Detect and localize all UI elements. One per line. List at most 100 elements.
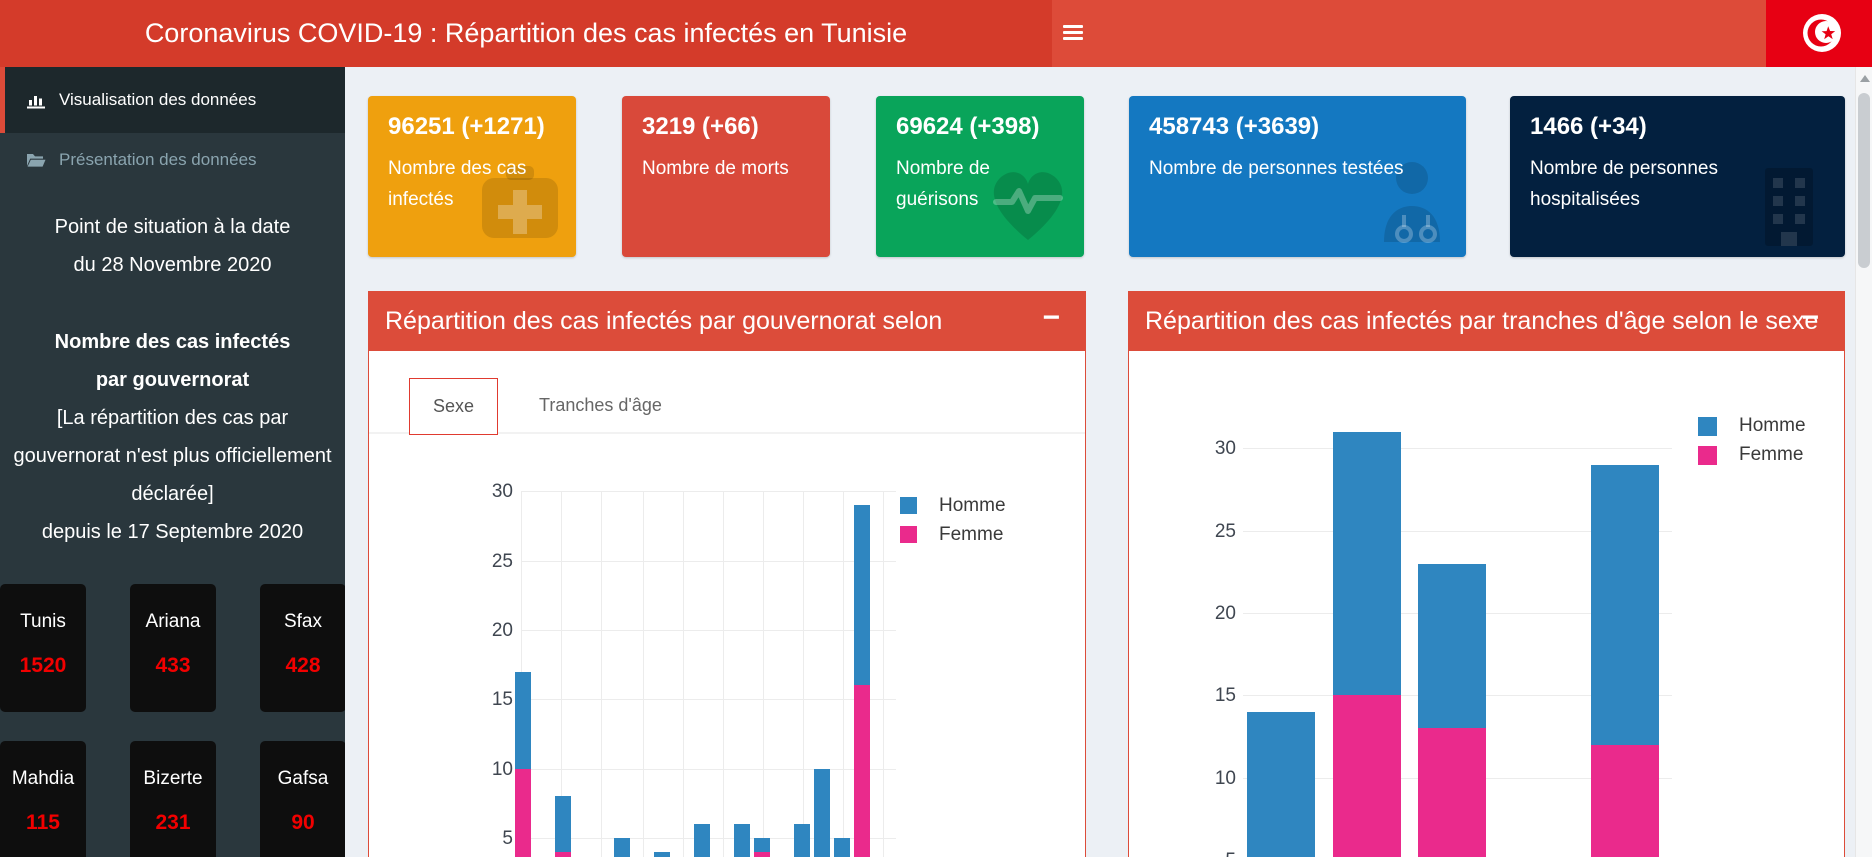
gridline-vertical bbox=[561, 492, 562, 857]
y-axis-tick-label: 10 bbox=[491, 759, 513, 780]
stat-card-4: 1466 (+34) Nombre de personnes hospitalis… bbox=[1510, 96, 1845, 257]
y-axis-tick-label: 25 bbox=[1214, 521, 1236, 542]
gridline-vertical bbox=[643, 492, 644, 857]
y-axis-tick-label: 25 bbox=[491, 551, 513, 572]
y-axis-tick-label: 10 bbox=[1214, 768, 1236, 789]
bar-homme bbox=[734, 824, 750, 857]
top-navbar: Coronavirus COVID-19 : Répartition des c… bbox=[0, 0, 1872, 67]
heartbeat-icon bbox=[978, 150, 1078, 255]
situation-date-heading: Point de situation à la date du 28 Novem… bbox=[54, 216, 291, 276]
stat-card-value: 458743 (+3639) bbox=[1149, 113, 1320, 140]
governorate-card-tunis: Tunis 1520 bbox=[0, 584, 86, 712]
bar-homme bbox=[1247, 711, 1315, 857]
sidebar-item-label: Visualisation des données bbox=[59, 90, 257, 109]
y-axis-tick-label: 15 bbox=[491, 689, 513, 710]
tunisia-flag-icon bbox=[1803, 14, 1841, 52]
bar-homme bbox=[794, 824, 810, 857]
legend-swatch-femme bbox=[900, 526, 917, 543]
gridline-vertical bbox=[843, 492, 844, 857]
bar-femme bbox=[754, 851, 770, 857]
gridline-vertical bbox=[763, 492, 764, 857]
scrollbar-thumb[interactable] bbox=[1858, 93, 1870, 268]
chart-cases-by-age: 30 25 20 15 10 5 Homme Femme bbox=[1128, 351, 1845, 857]
sidebar-item-visualisation[interactable]: Visualisation des données bbox=[0, 67, 345, 133]
stat-card-value: 96251 (+1271) bbox=[388, 113, 545, 140]
gridline-horizontal bbox=[521, 699, 896, 700]
governorate-name: Ariana bbox=[145, 611, 201, 632]
governorate-name: Tunis bbox=[20, 611, 66, 632]
gridline-vertical bbox=[803, 492, 804, 857]
scrollbar[interactable] bbox=[1855, 67, 1872, 857]
y-axis-tick-label: 15 bbox=[1214, 685, 1236, 706]
panel-header: Répartition des cas infectés par tranche… bbox=[1128, 291, 1845, 351]
stat-card-value: 1466 (+34) bbox=[1530, 113, 1647, 140]
bar-femme bbox=[555, 851, 571, 857]
governorate-name: Gafsa bbox=[277, 768, 329, 789]
governorate-name: Mahdia bbox=[11, 768, 75, 789]
collapse-button[interactable]: − bbox=[1042, 301, 1060, 334]
sidebar-item-presentation[interactable]: Présentation des données bbox=[0, 133, 345, 187]
stat-card-3: 458743 (+3639) Nombre de personnes testée… bbox=[1129, 96, 1466, 257]
gridline-vertical bbox=[883, 492, 884, 857]
bar-homme bbox=[814, 768, 830, 857]
gridline-vertical bbox=[723, 492, 724, 857]
governorate-card-bizerte: Bizerte 231 bbox=[130, 741, 216, 857]
app-title: Coronavirus COVID-19 : Répartition des c… bbox=[0, 0, 1052, 67]
bar-femme bbox=[1418, 728, 1486, 857]
folder-open-icon bbox=[27, 154, 46, 167]
legend-label-femme: Femme bbox=[1739, 444, 1804, 465]
collapse-button[interactable]: − bbox=[1801, 301, 1819, 334]
gridline-horizontal bbox=[521, 561, 896, 562]
sidebar-item-label: Présentation des données bbox=[59, 150, 257, 169]
bar-homme bbox=[614, 838, 630, 857]
governorate-count: 433 bbox=[155, 654, 191, 677]
governorate-count: 1520 bbox=[19, 654, 67, 677]
legend-label-femme: Femme bbox=[939, 524, 1004, 545]
bar-femme bbox=[854, 685, 870, 857]
governorate-count: 90 bbox=[291, 811, 315, 834]
legend-swatch-homme bbox=[900, 497, 917, 514]
governorate-name: Sfax bbox=[283, 611, 323, 632]
y-axis-tick-label: 30 bbox=[491, 481, 513, 502]
stat-card-label: Nombre de morts bbox=[642, 158, 789, 179]
cases-by-governorate-note: Nombre des cas infectés par gouvernorat … bbox=[13, 331, 332, 543]
panel-cases-by-governorate: Répartition des cas infectés par gouvern… bbox=[368, 291, 1086, 857]
panel-cases-by-age: Répartition des cas infectés par tranche… bbox=[1128, 291, 1845, 857]
governorate-count: 428 bbox=[285, 654, 321, 677]
legend-swatch-homme bbox=[1698, 417, 1717, 436]
y-axis-tick-label: 30 bbox=[1214, 438, 1236, 459]
gridline-horizontal bbox=[1243, 448, 1672, 449]
governorate-card-sfax: Sfax 428 bbox=[260, 584, 345, 712]
bar-femme bbox=[515, 768, 531, 857]
tunisia-flag-button[interactable] bbox=[1766, 0, 1872, 67]
panel-title: Répartition des cas infectés par gouvern… bbox=[385, 307, 943, 335]
tab-sexe[interactable]: Sexe bbox=[409, 378, 498, 435]
stat-card-label: Nombre de personnes hospitalisées bbox=[1530, 158, 1718, 210]
governorate-card-mahdia: Mahdia 115 bbox=[0, 741, 86, 857]
sidebar: Visualisation des données Présentation d… bbox=[0, 67, 345, 857]
scrollbar-up-arrow[interactable] bbox=[1860, 75, 1870, 82]
stat-card-label: Nombre de personnes testées bbox=[1149, 158, 1404, 179]
governorate-count: 231 bbox=[155, 811, 191, 834]
bar-chart-icon bbox=[27, 96, 45, 109]
chart-cases-by-governorate: Sexe Tranches d'âge 30 25 20 15 10 5 Homme Femm… bbox=[368, 351, 1086, 857]
gridline-vertical bbox=[601, 492, 602, 857]
governorate-count: 115 bbox=[26, 811, 60, 834]
governorate-card-ariana: Ariana 433 bbox=[130, 584, 216, 712]
governorate-card-gafsa: Gafsa 90 bbox=[260, 741, 345, 857]
gridline-horizontal bbox=[521, 630, 896, 631]
bar-homme bbox=[694, 824, 710, 857]
gridline-vertical bbox=[683, 492, 684, 857]
legend-label-homme: Homme bbox=[939, 495, 1006, 516]
hamburger-menu-icon[interactable] bbox=[1063, 25, 1083, 41]
governorate-name: Bizerte bbox=[143, 768, 203, 789]
medkit-icon bbox=[470, 150, 570, 255]
bar-homme bbox=[555, 796, 571, 857]
doctor-icon bbox=[1360, 150, 1460, 255]
tab-tranches-age[interactable]: Tranches d'âge bbox=[539, 395, 662, 415]
stat-card-value: 69624 (+398) bbox=[896, 113, 1040, 140]
panel-title: Répartition des cas infectés par tranche… bbox=[1145, 307, 1819, 335]
bar-homme bbox=[654, 851, 670, 857]
stat-card-label: Nombre des cas infectés bbox=[388, 158, 527, 210]
